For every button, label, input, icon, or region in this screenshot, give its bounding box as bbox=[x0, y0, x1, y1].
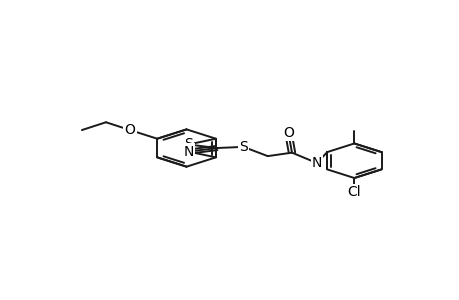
Text: S: S bbox=[239, 140, 247, 154]
Text: O: O bbox=[282, 126, 293, 140]
Text: N: N bbox=[183, 145, 193, 159]
Text: S: S bbox=[184, 137, 192, 152]
Text: Cl: Cl bbox=[347, 185, 360, 199]
Text: O: O bbox=[124, 123, 135, 137]
Text: N: N bbox=[311, 156, 321, 170]
